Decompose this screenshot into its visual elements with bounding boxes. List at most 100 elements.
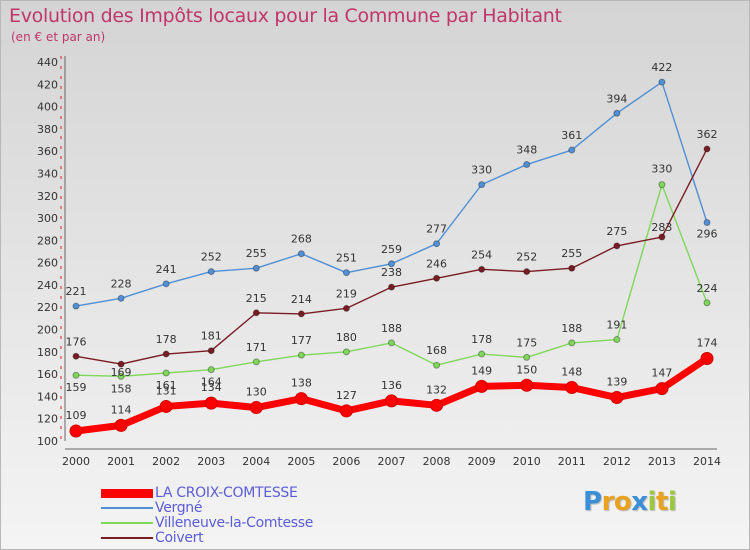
data-label: 176 (66, 335, 87, 348)
data-point (162, 350, 170, 358)
data-point (565, 380, 579, 394)
data-label: 219 (336, 287, 357, 300)
data-label: 130 (246, 386, 267, 399)
legend-label: Coivert (155, 530, 204, 546)
data-label: 422 (651, 61, 672, 74)
data-label: 127 (336, 389, 357, 402)
y-tick-label: 360 (37, 145, 58, 158)
data-point (162, 280, 170, 288)
chart-title: Evolution des Impôts locaux pour la Comm… (9, 5, 562, 27)
data-point (568, 339, 576, 347)
y-tick-label: 340 (37, 167, 58, 180)
data-point (252, 358, 260, 366)
legend-swatch (101, 522, 153, 524)
data-point (658, 78, 666, 86)
y-tick-label: 400 (37, 101, 58, 114)
data-label: 283 (651, 221, 672, 234)
data-label: 268 (291, 233, 312, 246)
legend-swatch (101, 537, 153, 539)
x-tick-label: 2008 (423, 455, 451, 468)
y-tick-label: 320 (37, 190, 58, 203)
data-point (703, 299, 711, 307)
data-label: 114 (111, 403, 132, 416)
y-tick-label: 100 (37, 435, 58, 448)
data-label: 188 (561, 322, 582, 335)
data-point (117, 360, 125, 368)
data-point (294, 392, 308, 406)
data-label: 148 (561, 365, 582, 378)
y-tick-label: 220 (37, 301, 58, 314)
data-point (478, 181, 486, 189)
data-point (388, 283, 395, 291)
y-tick-label: 420 (37, 78, 58, 91)
y-tick-label: 200 (37, 324, 58, 337)
data-point (249, 401, 263, 415)
data-label: 255 (246, 247, 267, 260)
data-point (430, 398, 444, 412)
data-point (703, 145, 711, 153)
data-label: 134 (201, 381, 222, 394)
data-point (72, 352, 80, 360)
data-point (520, 378, 534, 392)
data-label: 178 (156, 333, 177, 346)
data-label: 259 (381, 243, 402, 256)
data-point (658, 233, 666, 241)
y-tick-label: 300 (37, 212, 58, 225)
data-point (658, 181, 666, 189)
data-label: 139 (606, 376, 627, 389)
data-point (700, 352, 714, 366)
legend-label: LA CROIX-COMTESSE (155, 485, 298, 501)
legend-item: Vergné (101, 500, 361, 516)
data-point (207, 268, 215, 276)
data-point (478, 350, 486, 358)
data-label: 224 (697, 282, 718, 295)
data-point (568, 264, 576, 272)
x-tick-label: 2006 (332, 455, 360, 468)
data-label: 149 (471, 364, 492, 377)
data-label: 138 (291, 377, 312, 390)
data-label: 277 (426, 223, 447, 236)
y-tick-label: 160 (37, 368, 58, 381)
x-tick-label: 2000 (62, 455, 90, 468)
data-label: 136 (381, 379, 402, 392)
x-tick-label: 2001 (107, 455, 135, 468)
legend: LA CROIX-COMTESSE Vergné Villeneuve-la-Com… (101, 485, 361, 546)
data-label: 169 (111, 366, 132, 379)
x-tick-label: 2014 (693, 455, 721, 468)
data-point (72, 371, 80, 379)
data-point (162, 369, 170, 377)
legend-item: Coivert (101, 530, 361, 546)
data-point (523, 268, 531, 276)
data-point (433, 240, 441, 248)
data-point (388, 260, 395, 268)
x-tick-label: 2009 (468, 455, 496, 468)
data-label: 177 (291, 334, 312, 347)
data-label: 174 (697, 337, 718, 350)
y-tick-label: 260 (37, 257, 58, 270)
y-tick-label: 280 (37, 234, 58, 247)
data-point (297, 250, 305, 258)
y-tick-label: 240 (37, 279, 58, 292)
data-point (72, 302, 80, 310)
data-label: 238 (381, 266, 402, 279)
data-point (568, 146, 576, 154)
data-point (388, 339, 395, 347)
x-tick-label: 2007 (378, 455, 406, 468)
data-point (69, 424, 83, 438)
data-label: 131 (156, 384, 177, 397)
data-label: 252 (201, 251, 222, 264)
y-tick-label: 180 (37, 346, 58, 359)
legend-swatch (101, 489, 153, 498)
data-point (252, 309, 260, 317)
chart-subtitle: (en € et par an) (11, 30, 106, 44)
data-label: 161 (156, 379, 177, 392)
data-label: 191 (606, 319, 627, 332)
data-label: 362 (697, 128, 718, 141)
data-label: 330 (471, 164, 492, 177)
data-point (297, 351, 305, 359)
data-point (703, 219, 711, 227)
data-label: 394 (606, 92, 627, 105)
data-label: 214 (291, 293, 312, 306)
data-label: 171 (246, 341, 267, 354)
